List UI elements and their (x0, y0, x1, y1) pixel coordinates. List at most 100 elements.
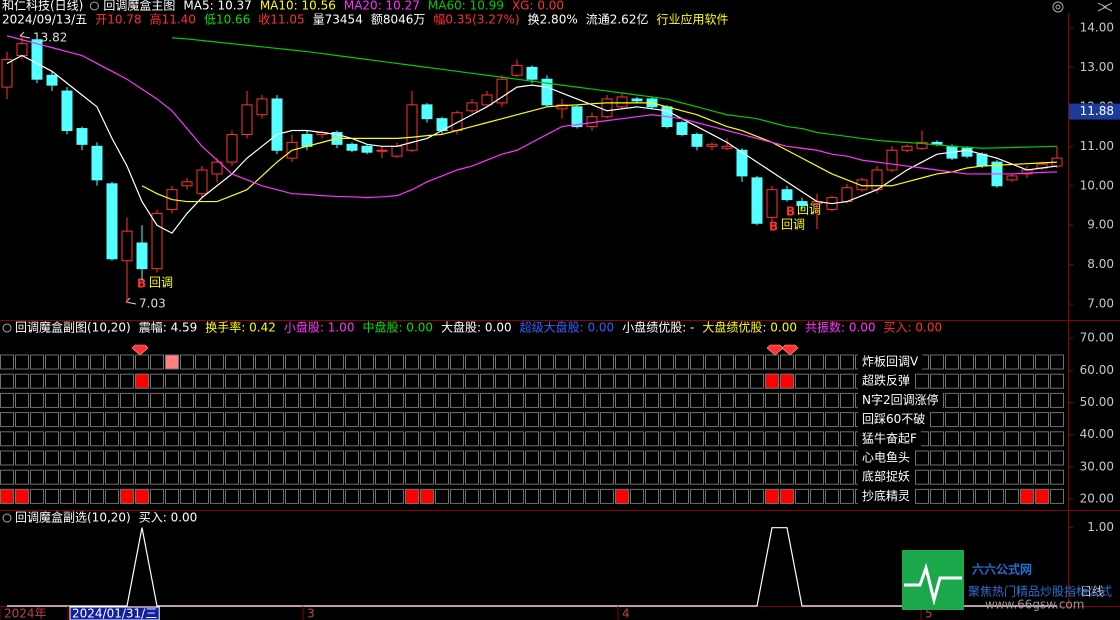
gem (766, 344, 784, 356)
grid-cell (225, 431, 239, 447)
grid-cell (540, 354, 554, 370)
grid-cell (825, 431, 839, 447)
header-item: 中盘股: 0.00 (362, 320, 433, 335)
grid-cell (480, 431, 494, 447)
grid-cell (750, 354, 764, 370)
grid-cell (15, 373, 29, 389)
grid-cell (840, 488, 854, 504)
signal-line (7, 527, 1057, 607)
grid-cell (990, 392, 1004, 408)
grid-cell (660, 354, 674, 370)
grid-cell (540, 373, 554, 389)
grid-cell (810, 354, 824, 370)
grid-cell (720, 354, 734, 370)
panel-title: 回调魔盒副选(10,20) (15, 510, 131, 525)
grid-cell (0, 392, 14, 408)
grid-cell (120, 373, 134, 389)
grid-cell (285, 469, 299, 485)
grid-cell (570, 354, 584, 370)
x-tick-label: 5 (925, 607, 933, 620)
grid-cell (690, 450, 704, 466)
grid-cell (210, 488, 224, 504)
grid-cell (45, 392, 59, 408)
grid-cell (495, 469, 509, 485)
grid-cell (705, 488, 719, 504)
grid-cell (75, 373, 89, 389)
grid-cell (60, 354, 74, 370)
grid-cell (255, 450, 269, 466)
row-label-bg (858, 354, 923, 370)
grid-cell (30, 431, 44, 447)
grid-cell (765, 450, 779, 466)
grid-cell (990, 354, 1004, 370)
grid-cell (720, 373, 734, 389)
grid-cell (255, 412, 269, 428)
grid-cell (555, 354, 569, 370)
grid-cell (120, 450, 134, 466)
grid-cell (300, 354, 314, 370)
grid-cell (660, 469, 674, 485)
grid-cell (765, 469, 779, 485)
x-label-box (69, 606, 160, 620)
icon[interactable] (1052, 1, 1064, 13)
ma-line (171, 37, 1058, 149)
grid-cell (645, 450, 659, 466)
grid-cell (630, 354, 644, 370)
grid-cell (195, 373, 209, 389)
grid-cell (420, 450, 434, 466)
grid-cell (210, 373, 224, 389)
grid-cell (45, 373, 59, 389)
chart-title: 回调魔盒主图 (103, 0, 175, 13)
grid-cell (810, 469, 824, 485)
grid-cell (660, 450, 674, 466)
y-tick-label: 1.00 (1087, 520, 1114, 534)
grid-cell (255, 392, 269, 408)
grid-cell (975, 431, 989, 447)
grid-cell (270, 431, 284, 447)
grid-cell (420, 412, 434, 428)
grid-cell (420, 469, 434, 485)
grid-cell (1005, 469, 1019, 485)
grid-cell (825, 373, 839, 389)
candle-body (706, 143, 718, 147)
header-item: 震幅: 4.59 (139, 320, 198, 335)
grid-cell (0, 431, 14, 447)
grid-cell (825, 469, 839, 485)
grid-cell (330, 354, 344, 370)
grid-cell (1050, 488, 1064, 504)
grid-cell (660, 412, 674, 428)
grid-cell (165, 392, 179, 408)
grid-cell (135, 412, 149, 428)
grid-cell (645, 469, 659, 485)
gem (781, 344, 799, 356)
panel-icon (2, 323, 12, 333)
grid-cell (630, 469, 644, 485)
grid-cell (270, 488, 284, 504)
grid-cell (780, 392, 794, 408)
grid-cell (615, 392, 629, 408)
candle-body (376, 149, 388, 152)
grid-cell (105, 373, 119, 389)
grid-cell (330, 450, 344, 466)
grid-cell (540, 412, 554, 428)
grid-cell (330, 392, 344, 408)
grid-cell (975, 412, 989, 428)
grid-cell (270, 373, 284, 389)
grid-cell (525, 431, 539, 447)
grid-cell (1035, 450, 1049, 466)
grid-cell (390, 392, 404, 408)
grid-cell (285, 412, 299, 428)
icon[interactable] (1097, 2, 1113, 12)
signal-cell (135, 488, 149, 504)
grid-cell (285, 392, 299, 408)
candle-body (721, 145, 733, 149)
grid-cell (960, 469, 974, 485)
grid-cell (1020, 450, 1034, 466)
grid-cell (975, 488, 989, 504)
grid-cell (210, 354, 224, 370)
grid-cell (1050, 431, 1064, 447)
grid-cell (945, 354, 959, 370)
grid-cell (240, 450, 254, 466)
grid-cell (165, 431, 179, 447)
grid-cell (420, 392, 434, 408)
